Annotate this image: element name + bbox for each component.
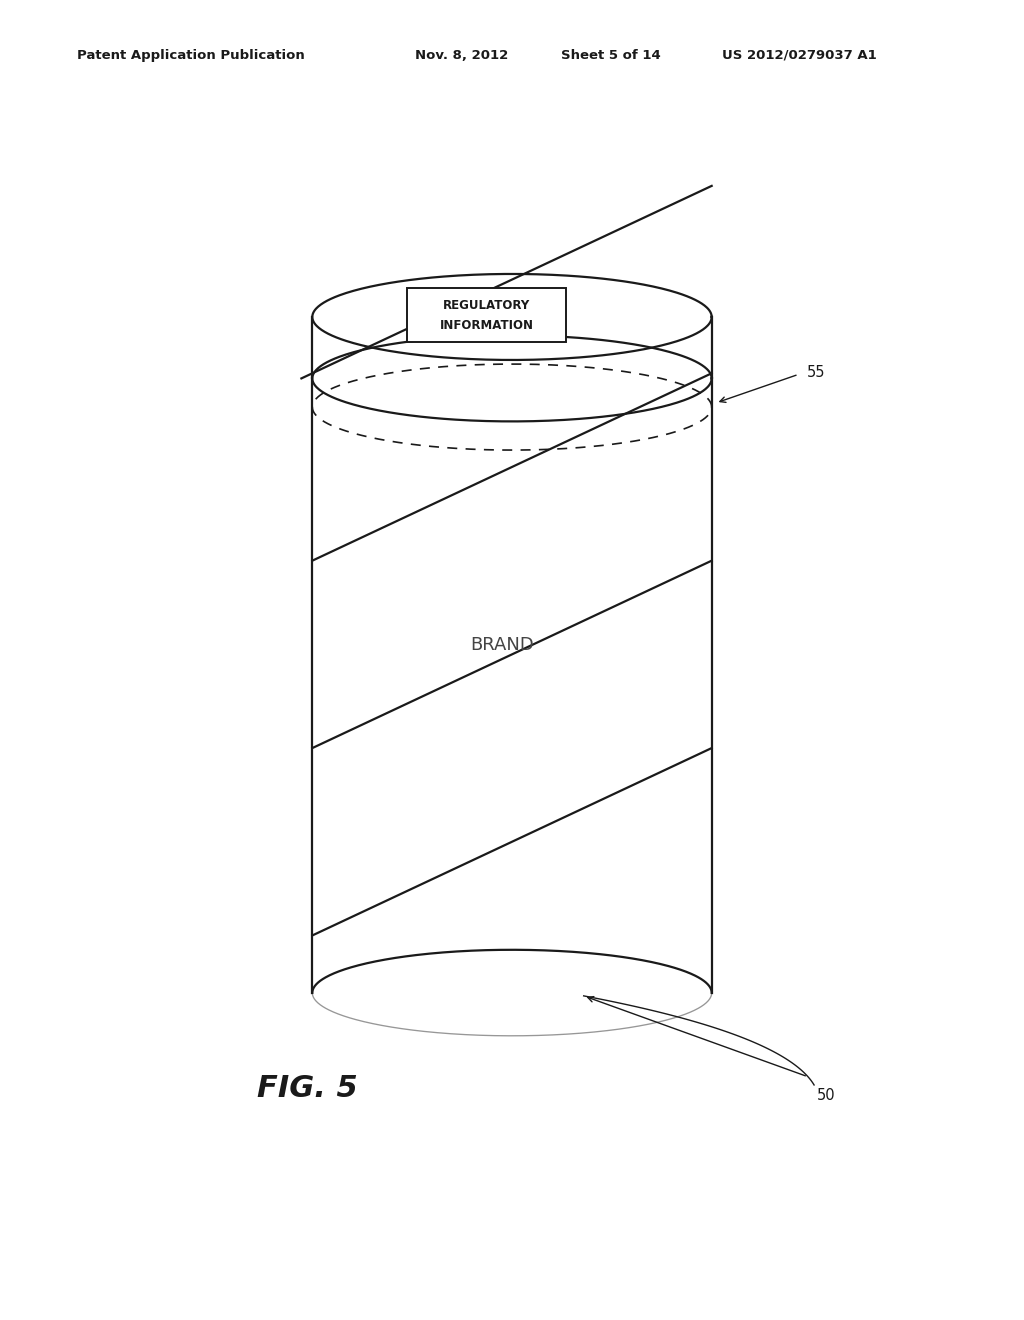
FancyBboxPatch shape — [407, 288, 565, 342]
Text: 55: 55 — [807, 364, 825, 380]
Text: INFORMATION: INFORMATION — [439, 318, 534, 331]
Text: 50: 50 — [817, 1088, 836, 1102]
Text: Nov. 8, 2012: Nov. 8, 2012 — [415, 49, 508, 62]
Text: US 2012/0279037 A1: US 2012/0279037 A1 — [722, 49, 877, 62]
Text: FIG. 5: FIG. 5 — [257, 1073, 357, 1102]
Text: Patent Application Publication: Patent Application Publication — [77, 49, 304, 62]
Text: BRAND: BRAND — [470, 636, 534, 653]
Text: Sheet 5 of 14: Sheet 5 of 14 — [561, 49, 660, 62]
Text: REGULATORY: REGULATORY — [442, 300, 530, 313]
